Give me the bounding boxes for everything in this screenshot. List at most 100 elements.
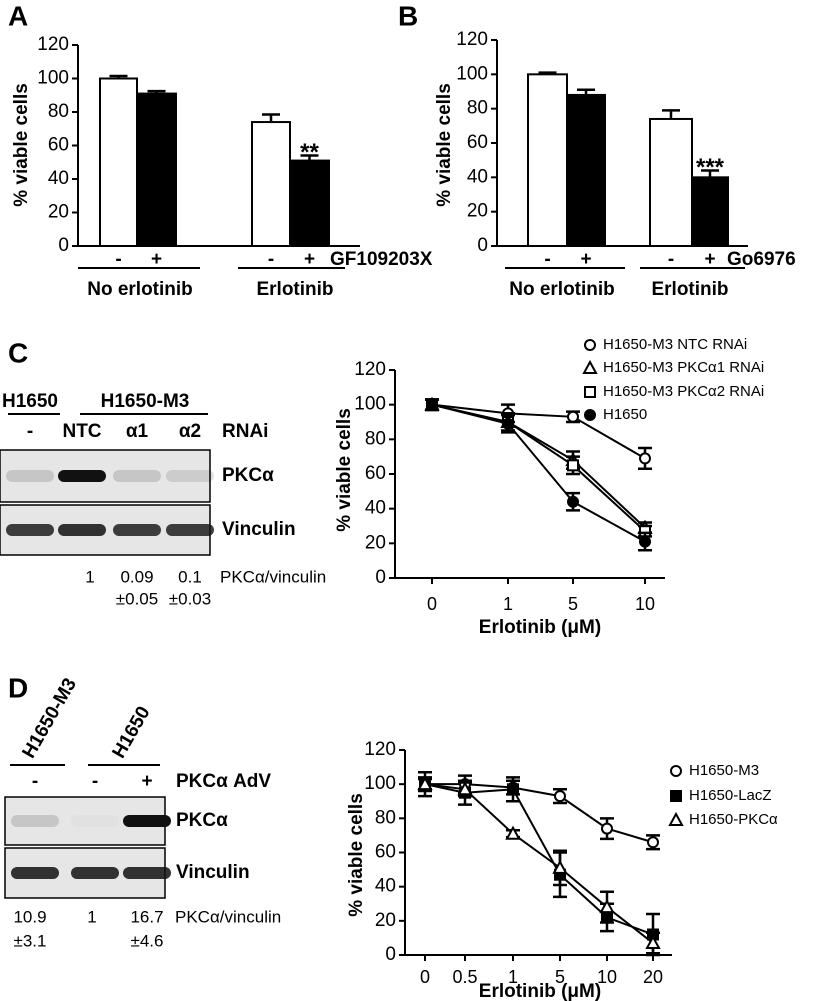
error-bar bbox=[262, 113, 280, 123]
x-tick-label: 5 bbox=[555, 967, 565, 987]
quant-error: ±0.05 bbox=[116, 589, 158, 608]
x-tick-label: 10 bbox=[597, 967, 617, 987]
y-axis-label: % viable cells bbox=[346, 793, 367, 917]
bar bbox=[289, 159, 330, 247]
bar bbox=[649, 117, 693, 247]
y-tick-label: 100 bbox=[37, 68, 69, 89]
y-tick-label: 40 bbox=[365, 498, 386, 519]
series-line bbox=[425, 783, 654, 844]
marker bbox=[507, 783, 519, 796]
lane-label: α1 bbox=[126, 421, 149, 442]
sign-label: + bbox=[304, 249, 315, 270]
marker bbox=[599, 899, 615, 914]
bar bbox=[99, 77, 138, 247]
legend-label: H1650-PKCα bbox=[689, 811, 778, 828]
y-tick-label: 20 bbox=[467, 201, 488, 222]
bar bbox=[566, 93, 606, 247]
quant-error: ±4.6 bbox=[131, 931, 164, 950]
marker bbox=[567, 495, 579, 508]
x-tick-label: 0 bbox=[420, 967, 430, 987]
legend-marker bbox=[584, 339, 596, 351]
group-label: No erlotinib bbox=[509, 279, 615, 300]
marker bbox=[554, 790, 566, 803]
treatment-label: GF109203X bbox=[330, 249, 433, 270]
legend-label: H1650-M3 PKCα1 RNAi bbox=[603, 359, 764, 376]
marker bbox=[567, 459, 579, 472]
y-tick-label: 40 bbox=[375, 876, 396, 897]
lane-label: NTC bbox=[62, 421, 101, 442]
y-axis-label: % viable cells bbox=[334, 408, 355, 532]
band bbox=[113, 470, 161, 482]
x-tick-label: 1 bbox=[503, 594, 513, 614]
cell-line-label: H1650-M3 bbox=[101, 391, 190, 412]
sign-label: + bbox=[704, 249, 715, 270]
legend-marker bbox=[670, 765, 682, 777]
row-label: Vinculin bbox=[176, 862, 250, 883]
band bbox=[113, 524, 161, 536]
x-tick-label: 10 bbox=[635, 594, 655, 614]
marker bbox=[502, 417, 514, 430]
band bbox=[11, 815, 59, 827]
quant-value: 1 bbox=[85, 567, 94, 586]
lane-label: - bbox=[92, 771, 98, 792]
quant-error: ±0.03 bbox=[169, 589, 211, 608]
panel-label: A bbox=[8, 0, 28, 31]
lane-label: - bbox=[27, 421, 33, 442]
y-tick-label: 40 bbox=[467, 166, 488, 187]
quant-value: 10.9 bbox=[13, 907, 46, 926]
band bbox=[11, 867, 59, 879]
marker bbox=[639, 535, 651, 548]
group-label: Erlotinib bbox=[651, 279, 728, 300]
series-line bbox=[424, 783, 654, 936]
x-tick-label: 20 bbox=[643, 967, 663, 987]
marker bbox=[601, 822, 613, 835]
legend-marker bbox=[582, 359, 598, 374]
y-tick-label: 120 bbox=[354, 359, 386, 380]
legend-label: H1650-LacZ bbox=[689, 787, 772, 804]
band bbox=[58, 470, 106, 482]
y-tick-label: 80 bbox=[48, 101, 69, 122]
sign-label: - bbox=[544, 249, 550, 270]
y-tick-label: 100 bbox=[354, 394, 386, 415]
y-tick-label: 0 bbox=[58, 235, 69, 256]
row-label: Vinculin bbox=[222, 519, 296, 540]
bar bbox=[136, 92, 177, 247]
sign-label: + bbox=[580, 249, 591, 270]
group-label: No erlotinib bbox=[87, 279, 193, 300]
quant-value: 0.09 bbox=[120, 567, 153, 586]
y-tick-label: 60 bbox=[467, 132, 488, 153]
series-line bbox=[431, 403, 646, 529]
series-line bbox=[424, 783, 654, 944]
group-label: Erlotinib bbox=[256, 279, 333, 300]
quant-label: PKCα/vinculin bbox=[175, 907, 281, 926]
band bbox=[123, 867, 171, 879]
y-tick-label: 60 bbox=[365, 463, 386, 484]
panel-label: C bbox=[8, 337, 28, 368]
y-tick-label: 0 bbox=[385, 944, 396, 965]
quant-value: 0.1 bbox=[178, 567, 202, 586]
lane-label: + bbox=[141, 771, 152, 792]
legend-marker bbox=[584, 386, 596, 398]
band bbox=[71, 867, 119, 879]
y-tick-label: 100 bbox=[456, 63, 488, 84]
significance: ** bbox=[300, 139, 319, 166]
y-tick-label: 100 bbox=[364, 773, 396, 794]
lane-title: PKCα AdV bbox=[176, 771, 271, 792]
row-label: PKCα bbox=[176, 810, 228, 831]
band bbox=[166, 470, 214, 482]
sign-label: - bbox=[115, 249, 121, 270]
quant-label: PKCα/vinculin bbox=[220, 567, 326, 586]
legend-label: H1650-M3 PKCα2 RNAi bbox=[603, 383, 764, 400]
marker bbox=[417, 776, 433, 791]
treatment-label: Go6976 bbox=[727, 249, 796, 270]
bar bbox=[251, 121, 291, 247]
error-bar bbox=[701, 169, 719, 178]
y-tick-label: 60 bbox=[375, 842, 396, 863]
row-label: PKCα bbox=[222, 465, 274, 486]
bar bbox=[691, 176, 729, 247]
y-tick-label: 120 bbox=[456, 29, 488, 50]
quant-value: 1 bbox=[87, 907, 96, 926]
significance: *** bbox=[696, 154, 725, 181]
y-tick-label: 20 bbox=[48, 202, 69, 223]
series-line bbox=[431, 403, 646, 460]
